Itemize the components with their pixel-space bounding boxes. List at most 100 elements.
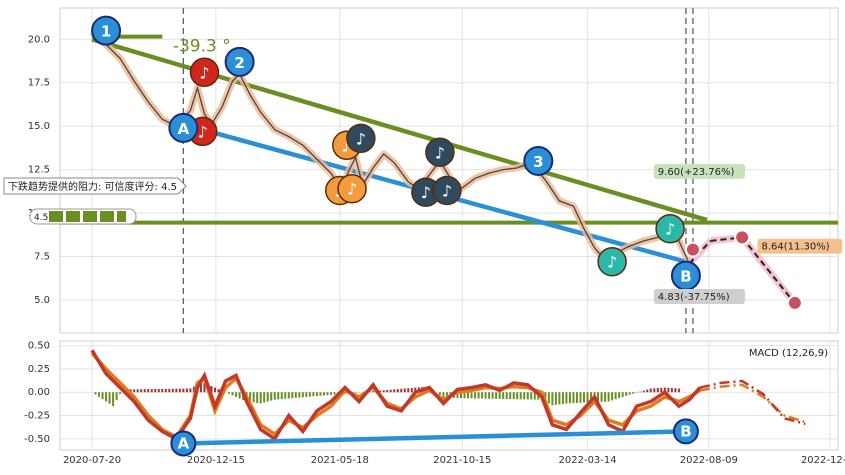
music-note-glyph: ♪: [442, 181, 452, 200]
macd-histogram-bar: [562, 392, 564, 404]
macd-histogram-bar: [161, 389, 163, 392]
macd-histogram-bar: [499, 392, 501, 399]
macd-histogram-bar: [182, 389, 184, 393]
macd-histogram-bar: [295, 392, 297, 398]
macd-histogram-bar: [133, 389, 135, 392]
macd-histogram-bar: [474, 392, 476, 398]
macd-histogram-bar: [372, 391, 374, 392]
macd-histogram-bar: [228, 392, 230, 394]
macd-histogram-bar: [439, 392, 441, 395]
macd-histogram-bar: [263, 392, 265, 402]
macd-histogram-bar: [407, 388, 409, 392]
macd-histogram-bar: [615, 392, 617, 399]
macd-histogram-bar: [274, 392, 276, 399]
macd-histogram-bar: [98, 392, 100, 397]
macd-histogram-bar: [116, 392, 118, 400]
macd-histogram-bar: [485, 392, 487, 398]
macd-histogram-bar: [646, 390, 648, 393]
price-y-tick: 20.0: [28, 34, 50, 45]
macd-histogram-bar: [492, 392, 494, 399]
macd-histogram-bar: [632, 392, 634, 394]
macd-histogram-bar: [674, 388, 676, 392]
macd-histogram-bar: [579, 392, 581, 403]
macd-histogram-bar: [565, 392, 567, 403]
macd-y-tick: 0.00: [28, 387, 50, 398]
macd-histogram-bar: [548, 392, 550, 403]
macd-point-label: A: [178, 434, 190, 452]
macd-histogram-bar: [284, 392, 286, 399]
x-tick-label: 2022-12-27: [801, 455, 845, 466]
macd-histogram-bar: [305, 392, 307, 397]
macd-histogram-bar: [214, 388, 216, 393]
macd-histogram-bar: [520, 392, 522, 399]
macd-histogram-bar: [326, 392, 328, 395]
score-star-icon: [117, 211, 126, 222]
macd-histogram-bar: [523, 392, 525, 399]
macd-histogram-bar: [530, 392, 532, 399]
macd-histogram-bar: [105, 392, 107, 401]
price-y-tick: 7.5: [34, 252, 50, 263]
macd-histogram-bar: [165, 389, 167, 392]
score-star-icon: [100, 211, 114, 222]
macd-histogram-bar: [323, 392, 325, 395]
macd-histogram-bar: [253, 392, 255, 402]
macd-histogram-bar: [312, 392, 314, 396]
macd-histogram-bar: [277, 392, 279, 399]
macd-histogram-bar: [639, 392, 641, 393]
macd-histogram-bar: [657, 388, 659, 392]
macd-histogram-bar: [119, 392, 121, 394]
macd-histogram-bar: [168, 389, 170, 392]
macd-legend: MACD (12,26,9): [749, 348, 828, 359]
x-tick-label: 2020-07-20: [63, 455, 121, 466]
macd-histogram-bar: [386, 390, 388, 392]
macd-histogram-bar: [506, 392, 508, 399]
macd-histogram-bar: [144, 389, 146, 392]
music-note-glyph: ♪: [607, 253, 617, 272]
macd-histogram-bar: [471, 392, 473, 398]
macd-histogram-bar: [513, 392, 515, 399]
x-tick-label: 2020-12-15: [187, 455, 245, 466]
music-note-glyph: ♪: [199, 63, 209, 82]
macd-histogram-bar: [288, 392, 290, 398]
target-label-text: 8.64(11.30%): [761, 242, 829, 253]
macd-histogram-bar: [660, 388, 662, 392]
music-note-glyph: ♪: [421, 183, 431, 202]
macd-histogram-bar: [330, 392, 332, 395]
macd-histogram-bar: [622, 392, 624, 397]
macd-histogram-bar: [551, 392, 553, 405]
macd-histogram-bar: [316, 392, 318, 396]
macd-y-tick: -0.25: [24, 411, 50, 422]
score-badge: 4.5: [30, 209, 136, 224]
target-point: [686, 243, 700, 257]
score-star-icon: [49, 211, 63, 222]
macd-histogram-bar: [393, 389, 395, 392]
target-point: [735, 230, 749, 244]
macd-histogram-bar: [629, 392, 631, 395]
x-tick-label: 2021-05-18: [311, 455, 369, 466]
macd-histogram-bar: [404, 388, 406, 392]
macd-histogram-bar: [239, 392, 241, 398]
macd-histogram-bar: [267, 392, 269, 401]
macd-histogram-bar: [601, 392, 603, 402]
price-y-tick: 12.5: [28, 165, 50, 176]
music-note-glyph: ♪: [347, 180, 357, 199]
macd-histogram-bar: [186, 389, 188, 393]
macd-histogram-bar: [618, 392, 620, 398]
x-tick-label: 2022-08-09: [680, 455, 738, 466]
macd-histogram-bar: [151, 389, 153, 392]
macd-histogram-bar: [298, 392, 300, 397]
resistance-note: 下跌趋势提供的阻力: 可信度评分: 4.5: [4, 178, 186, 194]
macd-y-tick: 0.25: [28, 364, 50, 375]
macd-y-tick: 0.50: [28, 341, 50, 352]
macd-histogram-bar: [509, 392, 511, 399]
macd-histogram-bar: [625, 392, 627, 396]
macd-histogram-bar: [604, 392, 606, 401]
score-star-icon: [83, 211, 97, 222]
macd-histogram-bar: [333, 392, 335, 394]
macd-histogram-bar: [442, 392, 444, 398]
macd-histogram-bar: [587, 392, 589, 402]
macd-histogram-bar: [411, 388, 413, 392]
x-tick-label: 2021-10-15: [433, 455, 491, 466]
